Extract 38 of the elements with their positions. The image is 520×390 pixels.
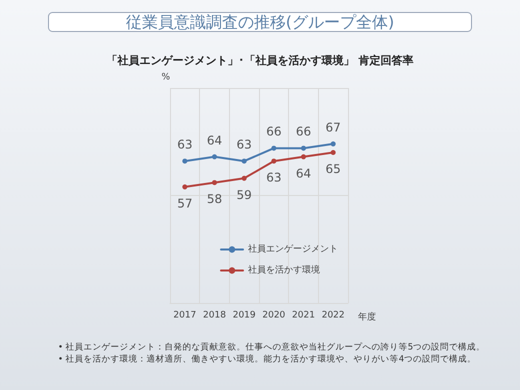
x-axis-title: 年度 — [358, 312, 376, 322]
point — [182, 184, 188, 190]
point — [242, 158, 247, 164]
data-label: 63 — [266, 170, 282, 185]
point — [301, 154, 306, 160]
point — [330, 150, 336, 155]
legend-label: 社員エンゲージメント — [248, 244, 338, 254]
chart-title: 従業員意識調査の推移(グループ全体) — [126, 12, 394, 32]
point — [242, 176, 247, 181]
data-label: 63 — [177, 138, 192, 152]
data-label: 59 — [236, 188, 252, 202]
x-tick-label: 2022 — [322, 310, 345, 320]
x-tick-label: 2018 — [203, 310, 226, 320]
data-label: 67 — [326, 120, 341, 134]
data-label: 57 — [177, 196, 192, 210]
data-label: 64 — [206, 133, 222, 148]
data-label: 66 — [266, 124, 282, 139]
data-label: 65 — [326, 162, 341, 176]
point — [301, 146, 306, 151]
point — [212, 154, 217, 160]
data-label: 63 — [236, 138, 252, 152]
y-axis-title: % — [161, 72, 170, 82]
point — [212, 180, 217, 186]
point — [271, 158, 276, 164]
text: • 社員エンゲージメント：自発的な貢献意欲。仕事への意欲や当社グループへの誇り等5つの設問で構成。 — [58, 342, 486, 352]
point — [330, 141, 336, 146]
point — [182, 158, 188, 164]
data-label: 66 — [296, 124, 312, 139]
legend-label: 社員を活かす環境 — [248, 264, 320, 276]
x-tick-label: 2017 — [173, 310, 196, 320]
x-tick-label: 2020 — [262, 310, 286, 320]
x-tick-label: 2019 — [232, 310, 256, 320]
point — [271, 146, 276, 151]
data-label: 64 — [296, 166, 312, 180]
x-tick-label: 2021 — [292, 310, 315, 320]
text: • 社員を活かす環境：適材適所、働きやすい環境。能力を活かす環境や、やりがい等4つの設問で構成。 — [58, 354, 476, 364]
data-label: 58 — [206, 192, 222, 206]
chart-subtitle: 「社員エンゲージメント」･「社員を活かす環境」 肯定回答率 — [106, 54, 414, 67]
